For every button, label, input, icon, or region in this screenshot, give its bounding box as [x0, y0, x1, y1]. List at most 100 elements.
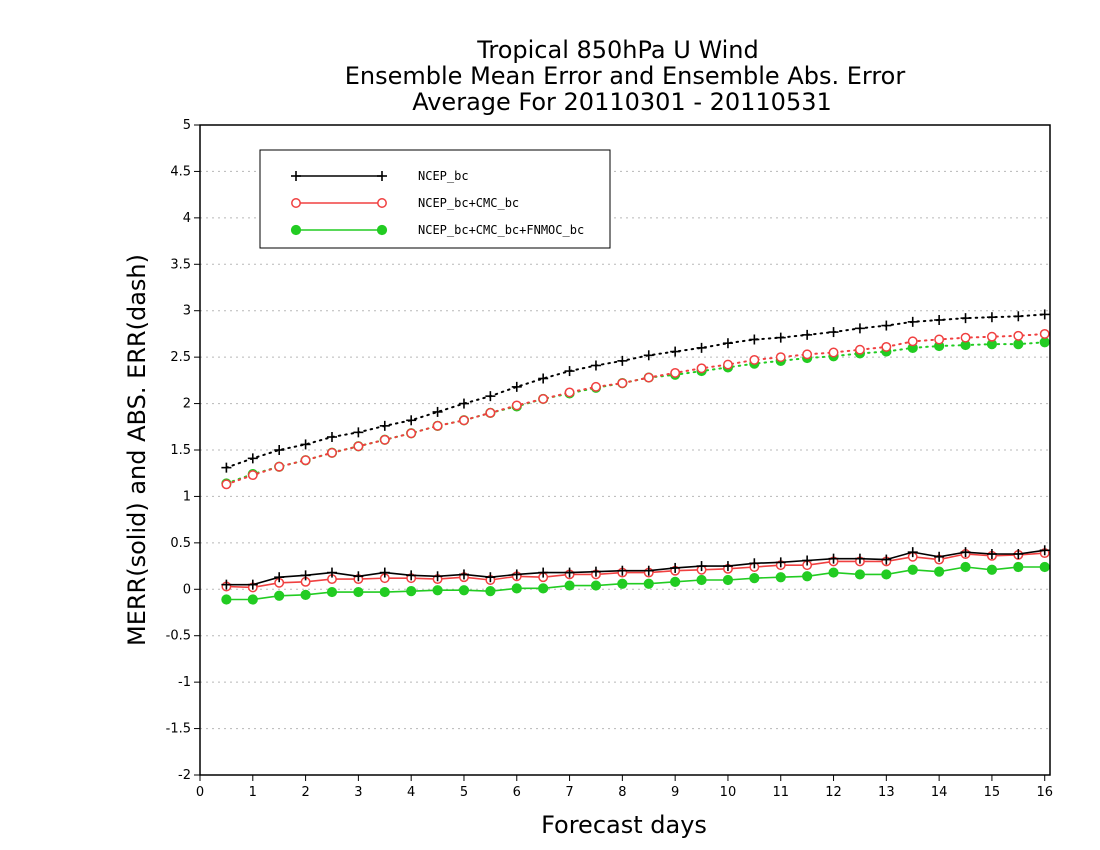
y-tick-label: 1.5	[170, 443, 191, 458]
x-tick-label: 0	[196, 785, 204, 800]
legend-item: NCEP_bc	[291, 169, 469, 183]
merr-point	[802, 555, 813, 566]
abs-err-point	[274, 461, 285, 472]
merr-point	[221, 579, 232, 590]
legend-item: NCEP_bc+CMC_bc	[291, 196, 519, 210]
merr-point	[485, 572, 496, 583]
y-tick-label: 5	[183, 118, 191, 133]
abs-err-point	[326, 432, 337, 442]
abs-err-point	[670, 367, 681, 378]
abs-err-point	[591, 381, 601, 392]
abs-err-point	[538, 373, 549, 384]
merr-point	[538, 567, 549, 578]
merr-point	[749, 573, 760, 584]
x-tick-label: 4	[407, 785, 415, 800]
x-tick-label: 2	[301, 785, 309, 800]
merr-point	[247, 579, 258, 590]
merr-point	[1013, 561, 1024, 573]
abs-err-point	[643, 372, 654, 383]
abs-err-point	[828, 347, 839, 358]
legend-marker	[290, 224, 302, 236]
abs-err-point	[1013, 311, 1024, 322]
abs-err-point	[247, 470, 258, 481]
legend: NCEP_bc NCEP_bc+CMC_bc NCEP_bc+CMC_bc+FNMO…	[259, 149, 611, 249]
legend-item: NCEP_bc+CMC_bc+FNMOC_bc	[290, 223, 584, 237]
abs-err-point	[485, 391, 496, 402]
merr-point	[881, 569, 892, 580]
merr-point	[934, 551, 945, 562]
abs-err-point	[564, 366, 575, 377]
legend-label: NCEP_bc+CMC_bc+FNMOC_bc	[418, 223, 584, 237]
abs-err-point	[432, 420, 443, 431]
merr-point	[247, 594, 258, 605]
y-tick-label: -1.5	[166, 722, 191, 737]
x-tick-label: 5	[460, 785, 468, 800]
merr-point	[590, 580, 602, 591]
y-axis-label: MERR(solid) and ABS. ERR(dash)	[123, 254, 151, 646]
merr-point	[300, 589, 311, 600]
merr-point	[379, 586, 390, 598]
merr-point	[854, 553, 865, 564]
merr-point	[775, 572, 786, 583]
plot-frame	[199, 124, 1051, 776]
merr-point	[353, 571, 364, 582]
merr-point	[986, 564, 998, 575]
abs-err-point	[749, 354, 760, 365]
abs-err-point	[696, 363, 707, 374]
merr-point	[854, 569, 866, 580]
abs-err-point	[643, 350, 654, 361]
abs-err-point	[1039, 337, 1050, 348]
merr-point	[458, 585, 470, 596]
chart-title-line-1: Tropical 850hPa U Wind	[476, 36, 759, 64]
merr-point	[802, 571, 813, 582]
x-tick-label: 12	[825, 785, 842, 800]
abs-err-point	[459, 415, 469, 426]
abs-err-point	[564, 387, 575, 398]
x-tick-label: 16	[1036, 785, 1053, 800]
abs-err-point	[907, 316, 918, 327]
abs-err-point	[722, 338, 733, 349]
abs-err-point	[802, 349, 813, 360]
abs-err-point	[617, 378, 628, 389]
y-tick-label: -2	[178, 768, 191, 783]
abs-err-point	[854, 323, 865, 334]
abs-err-point	[327, 447, 337, 458]
merr-point	[617, 565, 628, 576]
merr-point	[538, 583, 549, 594]
abs-err-point	[221, 479, 232, 490]
merr-point	[300, 570, 311, 581]
x-tick-label: 3	[354, 785, 362, 800]
y-tick-label: 2	[183, 397, 191, 412]
abs-err-point	[1039, 309, 1050, 320]
y-tick-label: 3	[183, 304, 191, 319]
chart-title-line-3: Average For 20110301 - 20110531	[412, 88, 832, 116]
abs-err-point	[353, 441, 364, 452]
merr-point	[696, 574, 707, 586]
merr-point	[617, 578, 628, 589]
merr-point	[1039, 545, 1050, 556]
legend-marker	[291, 171, 301, 181]
abs-err-point	[986, 331, 997, 342]
merr-point	[1039, 561, 1050, 573]
abs-err-point	[432, 406, 443, 417]
merr-point	[511, 583, 522, 594]
abs-err-point	[590, 360, 601, 371]
abs-err-point	[775, 332, 786, 343]
merr-point	[643, 565, 654, 576]
abs-err-point	[907, 336, 918, 347]
x-tick-label: 15	[984, 785, 1001, 800]
merr-point	[907, 564, 918, 575]
abs-err-point	[881, 341, 892, 352]
merr-point	[564, 567, 575, 578]
abs-err-point	[960, 332, 971, 343]
abs-err-point	[485, 407, 496, 418]
x-tick-label: 13	[878, 785, 895, 800]
abs-err-point	[1013, 330, 1024, 341]
abs-err-point	[828, 327, 839, 338]
x-tick-label: 8	[618, 785, 626, 800]
abs-err-point	[670, 346, 681, 357]
abs-err-point	[406, 415, 417, 426]
abs-err-point	[221, 462, 232, 473]
merr-point	[670, 576, 681, 587]
abs-err-point	[934, 334, 945, 345]
